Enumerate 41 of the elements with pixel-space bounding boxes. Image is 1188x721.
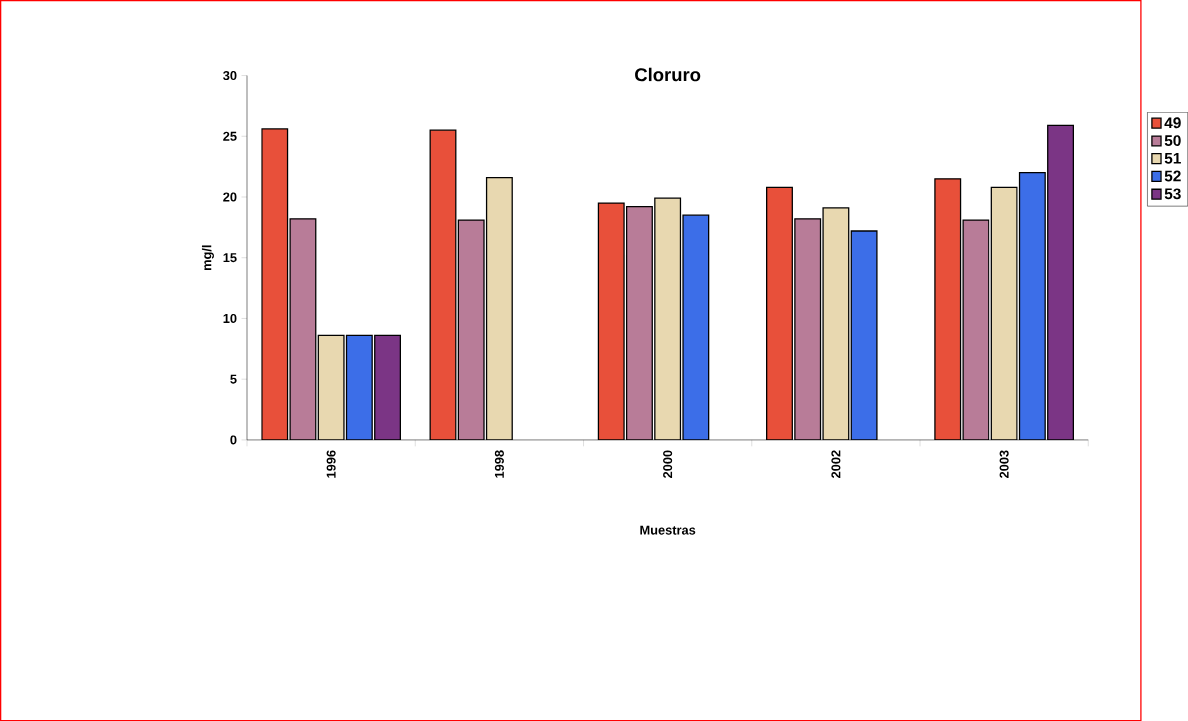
x-tick-label: 2003 (999, 450, 1009, 478)
x-axis-title: Muestras (640, 525, 696, 535)
bar (317, 334, 345, 440)
bar (485, 176, 513, 440)
bar (289, 218, 317, 440)
y-tick-label: 20 (223, 192, 237, 202)
bar (345, 334, 373, 440)
legend-label: 53 (1164, 188, 1181, 200)
bar (429, 129, 457, 440)
y-tick-label: 25 (223, 131, 237, 141)
y-tick-label: 10 (223, 313, 237, 323)
y-tick-label: 0 (230, 435, 237, 445)
bar (457, 219, 485, 440)
x-tick-label: 2000 (663, 450, 673, 478)
y-tick-label: 5 (230, 374, 237, 384)
bar (261, 128, 289, 440)
legend-label: 52 (1164, 170, 1181, 182)
y-tick-label: 15 (223, 253, 237, 263)
chart-title: Cloruro (635, 67, 701, 82)
x-tick-label: 2002 (831, 450, 841, 478)
bar (1018, 171, 1046, 440)
y-tick-label: 30 (223, 70, 237, 80)
bar (682, 214, 710, 440)
legend-label: 51 (1164, 152, 1181, 164)
bar (934, 177, 962, 440)
bar (794, 218, 822, 440)
bar (766, 186, 793, 440)
legend-label: 49 (1164, 117, 1181, 129)
bar (374, 334, 401, 440)
bar (654, 197, 682, 440)
y-axis-title: mg/l (201, 245, 214, 270)
bar (822, 207, 850, 440)
x-tick-label: 1996 (326, 450, 336, 478)
legend-label: 50 (1164, 134, 1181, 146)
x-tick-label: 1998 (494, 450, 504, 478)
bar (597, 202, 625, 440)
bar (850, 230, 878, 440)
bar (625, 205, 653, 440)
bar (990, 186, 1018, 440)
bar (962, 219, 990, 440)
bar (1047, 124, 1075, 440)
